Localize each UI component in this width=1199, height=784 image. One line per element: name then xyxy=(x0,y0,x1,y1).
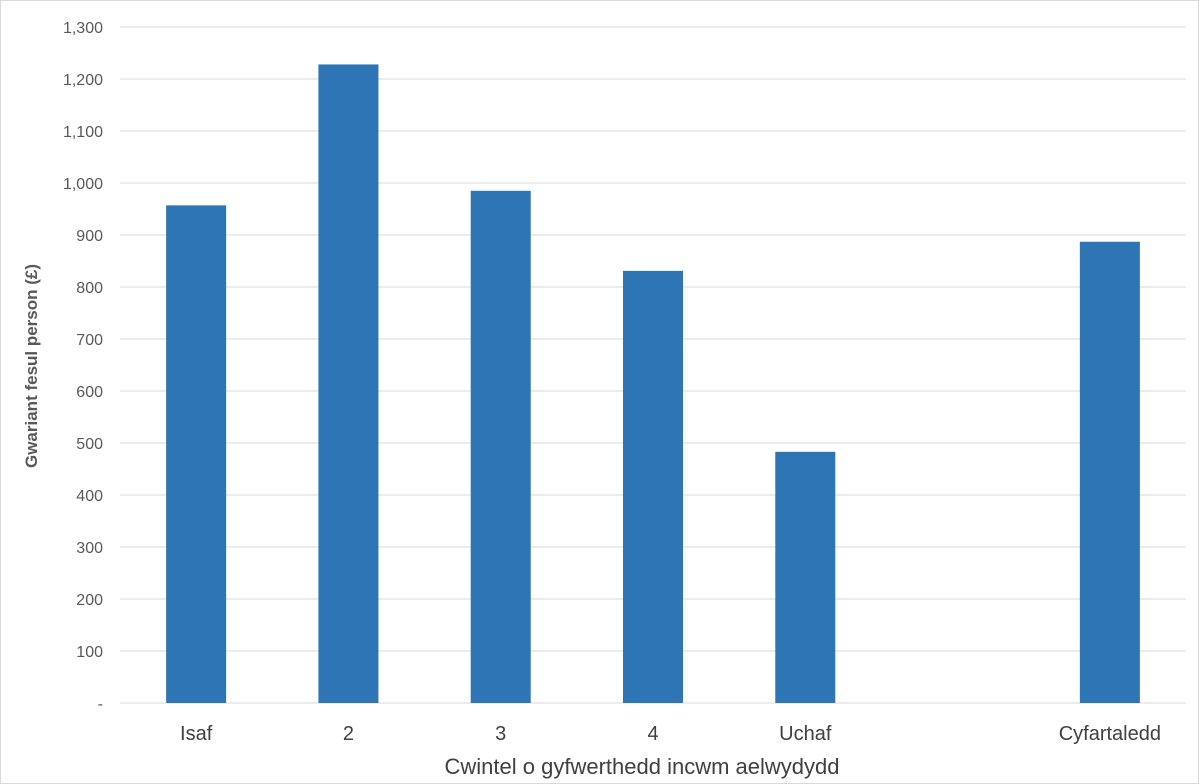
y-tick-label: 1,000 xyxy=(63,176,103,193)
bar xyxy=(318,64,379,703)
x-category-label: 2 xyxy=(343,723,354,745)
bar xyxy=(1079,241,1140,703)
bar xyxy=(623,270,683,703)
y-tick-label: 500 xyxy=(76,436,103,453)
x-axis-label: Cwintel o gyfwerthedd incwm aelwydydd xyxy=(445,754,840,779)
y-tick-label: 800 xyxy=(76,280,103,297)
bar xyxy=(775,451,836,703)
y-axis-ticks: - 100 200 300 400 500 600 700 800 900 1,000 1,100 1,… xyxy=(63,20,103,713)
x-category-label: 4 xyxy=(647,723,658,745)
y-tick-label: 200 xyxy=(76,592,103,609)
x-category-label: 3 xyxy=(495,723,506,745)
bar xyxy=(470,190,531,704)
y-tick-label: 400 xyxy=(76,488,103,505)
bar xyxy=(166,205,227,704)
y-tick-label: 900 xyxy=(76,228,103,245)
y-tick-label: - xyxy=(98,696,103,713)
x-category-label: Cyfartaledd xyxy=(1059,723,1161,745)
y-tick-label: 1,300 xyxy=(63,20,103,37)
y-tick-label: 600 xyxy=(76,384,103,401)
y-tick-label: 1,200 xyxy=(63,72,103,89)
bars xyxy=(166,64,1140,704)
y-axis-label: Gwariant fesul person (£) xyxy=(22,264,41,468)
y-tick-label: 100 xyxy=(76,644,103,661)
x-category-label: Uchaf xyxy=(779,723,832,745)
x-axis-categories: Isaf 2 3 4 Uchaf Cyfartaledd xyxy=(180,723,1161,745)
y-tick-label: 1,100 xyxy=(63,124,103,141)
y-tick-label: 700 xyxy=(76,332,103,349)
x-category-label: Isaf xyxy=(180,723,213,745)
y-tick-label: 300 xyxy=(76,540,103,557)
